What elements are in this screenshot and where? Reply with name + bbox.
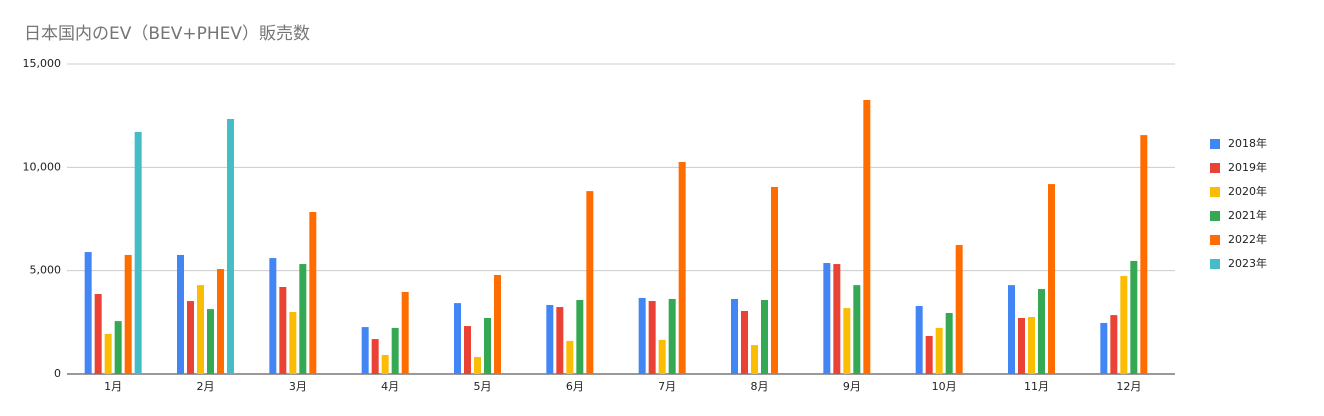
bar — [269, 258, 277, 374]
x-tick-label: 12月 — [1116, 380, 1141, 393]
x-tick-label: 1月 — [104, 380, 122, 393]
bar — [935, 327, 943, 374]
bar — [853, 285, 861, 374]
bar — [309, 211, 317, 374]
x-tick-label: 9月 — [843, 380, 861, 393]
bar — [177, 254, 184, 374]
chart-title: 日本国内のEV（BEV+PHEV）販売数 — [24, 24, 310, 44]
x-tick-label: 8月 — [751, 380, 769, 393]
bar — [494, 275, 501, 374]
bar — [761, 300, 768, 374]
bar — [381, 354, 389, 374]
bar — [104, 333, 112, 374]
bar — [586, 191, 594, 374]
bar — [546, 304, 554, 374]
bar — [955, 245, 963, 374]
bar — [863, 99, 871, 375]
legend-swatch — [1210, 163, 1220, 173]
legend-swatch — [1210, 187, 1220, 197]
bar — [638, 297, 646, 374]
bar — [1038, 289, 1045, 374]
bar — [391, 327, 399, 374]
bar — [648, 301, 656, 374]
bar — [576, 300, 584, 374]
bar — [1100, 322, 1108, 374]
legend-label: 2018年 — [1228, 136, 1267, 150]
x-tick-label: 6月 — [566, 380, 584, 393]
bar — [299, 264, 307, 374]
legend-label: 2019年 — [1228, 160, 1267, 174]
bar — [217, 269, 224, 374]
y-tick-label: 10,000 — [23, 160, 62, 173]
bar — [187, 301, 194, 374]
x-tick-label: 7月 — [658, 380, 676, 393]
bar — [1008, 285, 1015, 374]
bar — [566, 340, 574, 374]
bar — [1028, 316, 1035, 374]
x-tick-label: 10月 — [932, 380, 957, 393]
bar — [823, 263, 831, 374]
y-tick-label: 15,000 — [23, 57, 62, 70]
bar — [207, 309, 214, 374]
x-tick-label: 3月 — [289, 380, 307, 393]
bar — [124, 254, 132, 374]
legend-label: 2022年 — [1228, 232, 1267, 246]
bar — [771, 186, 778, 374]
y-tick-label: 0 — [54, 367, 61, 380]
bar — [1130, 260, 1138, 374]
bar — [464, 326, 471, 374]
bar — [484, 317, 491, 374]
legend-swatch — [1210, 211, 1220, 221]
bar — [1110, 315, 1118, 374]
bar — [94, 294, 102, 374]
bar — [84, 252, 92, 374]
bar — [1048, 184, 1055, 374]
bar — [289, 312, 297, 374]
bar — [1140, 135, 1148, 374]
x-tick-label: 5月 — [474, 380, 492, 393]
legend-label: 2021年 — [1228, 208, 1267, 222]
bar — [227, 118, 234, 375]
bar — [114, 321, 122, 374]
x-tick-label: 11月 — [1024, 380, 1049, 393]
legend-swatch — [1210, 139, 1220, 149]
bar — [668, 298, 676, 374]
bar — [1120, 276, 1128, 374]
bar — [279, 286, 287, 374]
bar — [658, 339, 666, 374]
legend-label: 2023年 — [1228, 256, 1267, 270]
bar — [945, 313, 953, 374]
bar — [751, 345, 758, 374]
legend-label: 2020年 — [1228, 184, 1267, 198]
bar — [915, 306, 923, 374]
x-tick-label: 2月 — [197, 380, 215, 393]
legend-swatch — [1210, 259, 1220, 269]
bar — [741, 310, 748, 374]
bar — [401, 291, 409, 374]
bar — [454, 303, 461, 374]
bar — [134, 131, 142, 374]
bar — [678, 161, 686, 374]
bar — [556, 307, 564, 374]
bar — [1018, 317, 1025, 374]
bar — [371, 339, 379, 374]
bar — [197, 285, 204, 374]
y-tick-label: 5,000 — [30, 264, 62, 277]
bar — [361, 327, 369, 374]
bar — [731, 298, 738, 374]
bar — [843, 308, 851, 374]
x-tick-label: 4月 — [381, 380, 399, 393]
bar — [833, 264, 841, 374]
bar — [925, 335, 933, 374]
legend-swatch — [1210, 235, 1220, 245]
bar — [474, 357, 481, 374]
